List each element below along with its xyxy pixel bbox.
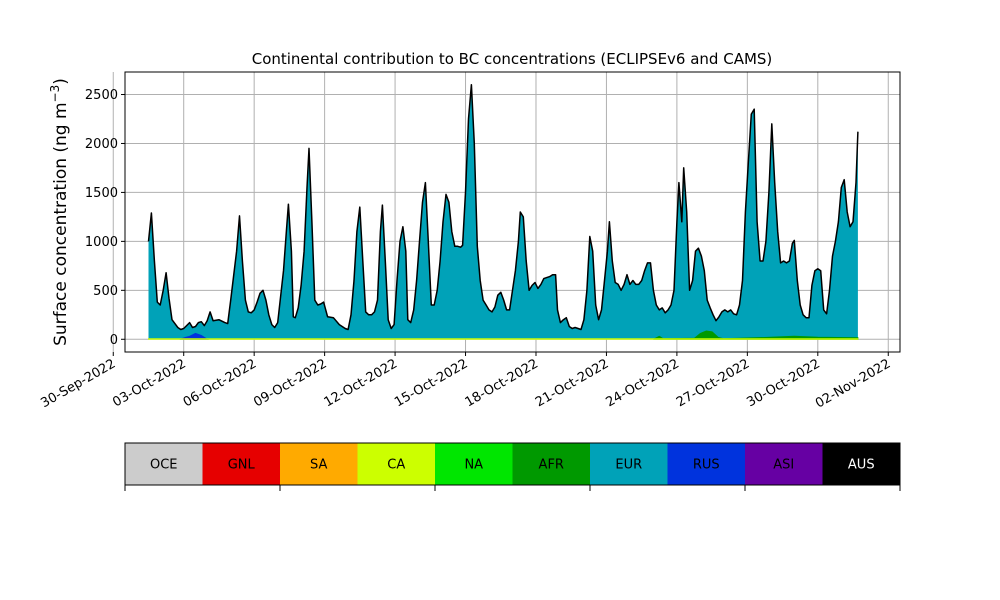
y-tick-label: 1500 bbox=[85, 186, 118, 201]
y-axis-label: Surface concentration (ng m−3) bbox=[48, 78, 71, 346]
y-tick-label: 500 bbox=[93, 284, 118, 299]
legend-swatch-sa bbox=[280, 443, 358, 485]
x-tick-label: 21-Oct-2022 bbox=[533, 356, 611, 410]
legend-swatch-ca bbox=[357, 443, 435, 485]
x-tick-label: 06-Oct-2022 bbox=[181, 356, 259, 410]
plot-frame bbox=[124, 71, 901, 353]
x-tick-label: 15-Oct-2022 bbox=[392, 356, 470, 410]
legend-swatch-eur bbox=[590, 443, 668, 485]
legend-swatch-aus bbox=[822, 443, 900, 485]
legend-label-aus: AUS bbox=[848, 458, 875, 473]
y-axis-label-exponent: −3 bbox=[48, 85, 62, 103]
legend-frame bbox=[124, 442, 901, 486]
legend-label-eur: EUR bbox=[615, 458, 642, 473]
series-line-total bbox=[147, 83, 859, 331]
legend-label-afr: AFR bbox=[539, 458, 564, 473]
y-tick-label: 1000 bbox=[85, 235, 118, 250]
legend-swatch-rus bbox=[667, 443, 745, 485]
legend-label-sa: SA bbox=[310, 458, 327, 473]
x-tick-label: 02-Nov-2022 bbox=[813, 356, 893, 411]
legend-swatch-na bbox=[435, 443, 513, 485]
legend-swatch-oce bbox=[125, 443, 203, 485]
x-tick-label: 30-Oct-2022 bbox=[744, 356, 822, 410]
x-axis: 30-Sep-202203-Oct-202206-Oct-202209-Oct-… bbox=[38, 352, 893, 411]
legend-swatch-asi bbox=[745, 443, 823, 485]
legend-label-ca: CA bbox=[387, 458, 405, 473]
x-tick-label: 03-Oct-2022 bbox=[110, 356, 188, 410]
y-tick-label: 2000 bbox=[85, 137, 118, 152]
y-axis-label-close: ) bbox=[51, 78, 71, 85]
x-tick-label: 24-Oct-2022 bbox=[604, 356, 682, 410]
chart-title: Continental contribution to BC concentra… bbox=[252, 50, 773, 68]
series-area-ca bbox=[148, 338, 859, 340]
x-tick-label: 30-Sep-2022 bbox=[38, 356, 118, 411]
legend-swatch-gnl bbox=[202, 443, 280, 485]
x-tick-label: 27-Oct-2022 bbox=[674, 356, 752, 410]
legend-label-rus: RUS bbox=[693, 458, 720, 473]
series-area-eur bbox=[148, 84, 858, 340]
y-tick-label: 0 bbox=[110, 333, 118, 348]
x-tick-label: 18-Oct-2022 bbox=[463, 356, 541, 410]
legend-label-oce: OCE bbox=[150, 458, 178, 473]
legend-label-asi: ASI bbox=[773, 458, 794, 473]
y-axis-label-main: Surface concentration (ng m bbox=[51, 102, 71, 345]
x-tick-label: 09-Oct-2022 bbox=[251, 356, 329, 410]
legend-label-na: NA bbox=[464, 458, 483, 473]
legend-swatch-afr bbox=[512, 443, 590, 485]
legend-label-gnl: GNL bbox=[228, 458, 256, 473]
x-tick-label: 12-Oct-2022 bbox=[322, 356, 400, 410]
stacked-areas bbox=[147, 83, 859, 340]
y-axis: 0 500 1000 1500 2000 2500 bbox=[85, 88, 125, 348]
y-tick-label: 2500 bbox=[85, 88, 118, 103]
legend-colorbar: OCE GNL SA CA NA AFR EUR RUS ASI AUS bbox=[124, 442, 901, 491]
